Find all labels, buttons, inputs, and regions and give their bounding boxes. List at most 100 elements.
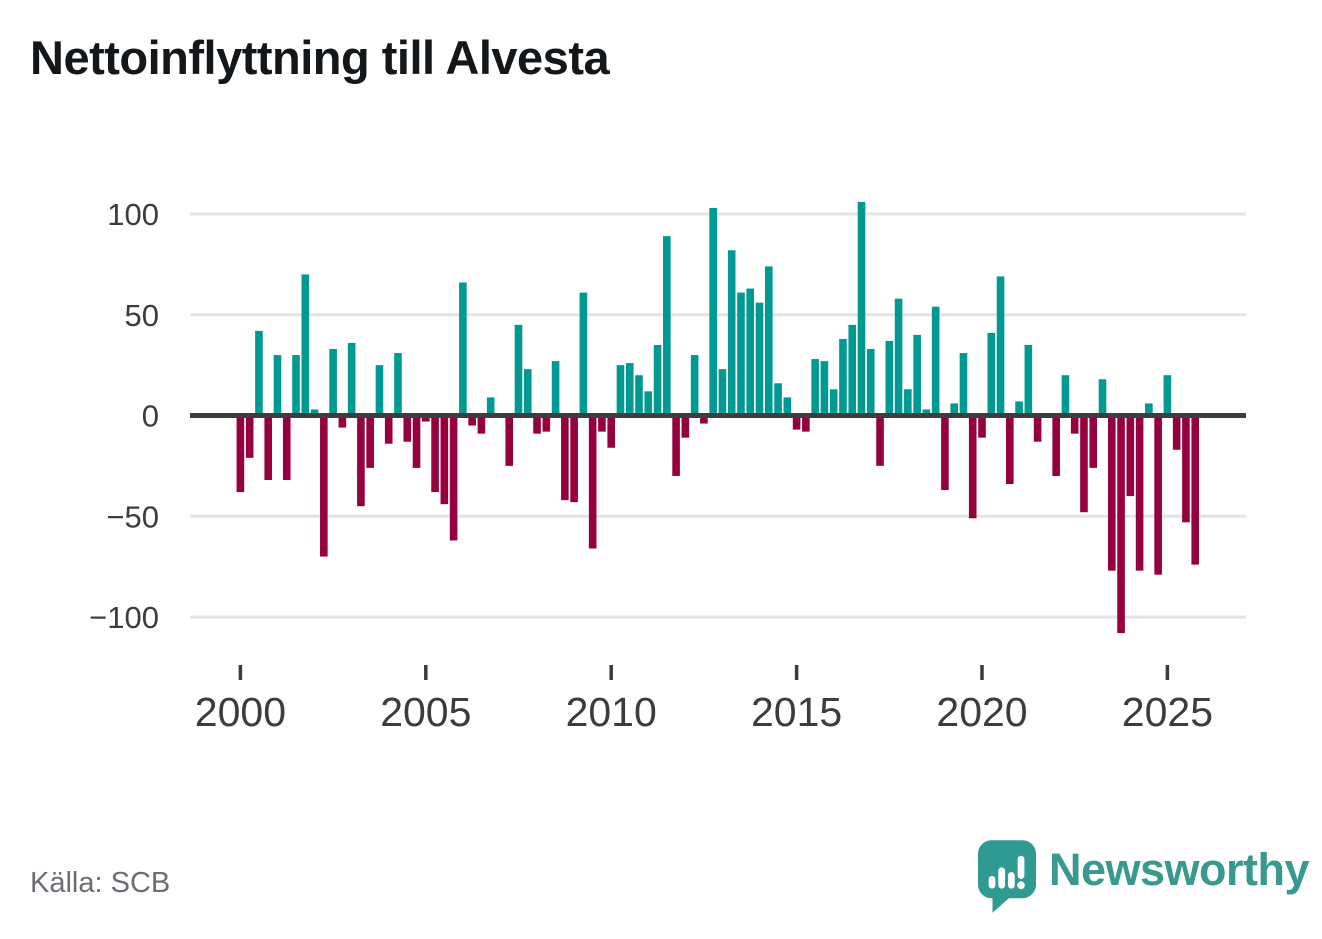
y-axis-label--50: −50 bbox=[106, 499, 159, 534]
bar-2001Q4 bbox=[301, 274, 310, 416]
bar-2010Q4 bbox=[635, 375, 643, 416]
bar-2004Q4 bbox=[412, 415, 421, 468]
bar-2006Q3 bbox=[477, 415, 486, 434]
source-note: Källa: SCB bbox=[30, 867, 171, 899]
bar-2003Q4 bbox=[375, 365, 384, 416]
bar-2021Q1 bbox=[1015, 401, 1023, 416]
bar-2001Q1 bbox=[273, 355, 282, 416]
bar-2020Q1 bbox=[978, 415, 986, 438]
bar-2001Q2 bbox=[282, 415, 291, 480]
y-axis-label-100: 100 bbox=[107, 197, 159, 232]
bar-2019Q2 bbox=[950, 403, 958, 416]
bar-2003Q2 bbox=[357, 415, 365, 507]
bar-2014Q2 bbox=[764, 266, 773, 416]
bar-2023Q3 bbox=[1107, 415, 1116, 571]
bar-2012Q4 bbox=[709, 207, 717, 416]
bar-2002Q4 bbox=[338, 415, 347, 428]
bar-2009Q4 bbox=[598, 415, 606, 432]
bar-2008Q3 bbox=[551, 361, 560, 416]
x-axis-label-2015: 2015 bbox=[751, 689, 842, 735]
bar-2007Q4 bbox=[523, 369, 532, 416]
bar-2018Q2 bbox=[913, 334, 921, 416]
bar-2007Q2 bbox=[505, 415, 514, 466]
bar-2017Q3 bbox=[885, 340, 894, 416]
newsworthy-logo[interactable]: Newsworthy bbox=[978, 840, 1310, 914]
bar-2025Q1 bbox=[1163, 375, 1172, 416]
bar-2003Q1 bbox=[347, 342, 356, 416]
bar-2008Q4 bbox=[561, 415, 569, 501]
bar-2008Q2 bbox=[542, 415, 551, 432]
bar-2005Q3 bbox=[440, 415, 449, 505]
bar-2025Q4 bbox=[1191, 415, 1200, 565]
bar-2010Q1 bbox=[607, 415, 615, 448]
bar-2013Q1 bbox=[718, 369, 727, 416]
bar-2015Q2 bbox=[802, 415, 810, 432]
bar-2018Q3 bbox=[922, 409, 931, 416]
bar-2006Q1 bbox=[459, 282, 467, 416]
bar-chart-icon bbox=[988, 855, 1025, 890]
bar-2023Q1 bbox=[1089, 415, 1098, 468]
bar-2000Q4 bbox=[264, 415, 273, 480]
x-axis-label-2005: 2005 bbox=[380, 689, 471, 735]
bar-2016Q2 bbox=[839, 338, 847, 416]
y-axis-label--100: −100 bbox=[89, 600, 159, 635]
bar-2000Q2 bbox=[245, 415, 254, 458]
bar-2022Q1 bbox=[1052, 415, 1060, 476]
bar-2001Q3 bbox=[292, 355, 300, 416]
bar-2013Q2 bbox=[727, 250, 736, 416]
bar-2003Q3 bbox=[366, 415, 374, 468]
bar-2024Q1 bbox=[1126, 415, 1135, 497]
bar-2005Q4 bbox=[449, 415, 458, 541]
bar-2009Q2 bbox=[579, 292, 588, 416]
y-axis-label-0: 0 bbox=[142, 399, 159, 434]
bar-2011Q1 bbox=[644, 391, 653, 416]
bar-2021Q3 bbox=[1033, 415, 1042, 442]
bar-2011Q2 bbox=[653, 344, 662, 416]
bar-2024Q4 bbox=[1154, 415, 1162, 575]
bar-2024Q3 bbox=[1145, 403, 1153, 416]
bar-2012Q3 bbox=[700, 415, 708, 424]
bar-2020Q3 bbox=[996, 276, 1005, 416]
bar-2020Q4 bbox=[1006, 415, 1014, 485]
bar-2002Q1 bbox=[310, 409, 319, 416]
bar-2019Q1 bbox=[941, 415, 949, 491]
bar-2005Q2 bbox=[431, 415, 439, 493]
bar-2002Q2 bbox=[320, 415, 328, 557]
bar-2017Q1 bbox=[866, 349, 875, 416]
bar-2022Q4 bbox=[1080, 415, 1088, 513]
bar-2012Q1 bbox=[681, 415, 690, 438]
speech-bubble-shape bbox=[978, 840, 1036, 913]
bar-2023Q2 bbox=[1098, 379, 1107, 416]
bar-2019Q4 bbox=[968, 415, 977, 519]
bar-2004Q1 bbox=[384, 415, 393, 444]
bar-2004Q2 bbox=[394, 353, 402, 416]
bar-2018Q1 bbox=[904, 389, 912, 416]
bar-2013Q4 bbox=[746, 288, 755, 416]
x-axis-label-2025: 2025 bbox=[1122, 689, 1213, 735]
bar-2024Q2 bbox=[1135, 415, 1144, 571]
newsworthy-bubble-icon bbox=[978, 840, 1036, 913]
zero-axis-line bbox=[190, 413, 1246, 418]
newsworthy-wordmark: Newsworthy bbox=[1049, 844, 1310, 895]
bar-2002Q3 bbox=[329, 349, 337, 416]
x-axis-label-2020: 2020 bbox=[936, 689, 1027, 735]
bar-2014Q1 bbox=[755, 302, 764, 416]
bar-2009Q1 bbox=[570, 415, 578, 503]
bar-2004Q3 bbox=[403, 415, 412, 442]
bar-2005Q1 bbox=[422, 415, 430, 422]
bar-2022Q2 bbox=[1061, 375, 1070, 416]
bar-2010Q2 bbox=[616, 365, 625, 416]
bar-2016Q1 bbox=[829, 389, 838, 416]
bar-2010Q3 bbox=[625, 363, 634, 416]
x-axis-label-2000: 2000 bbox=[195, 689, 286, 735]
bar-2011Q3 bbox=[663, 236, 671, 416]
bar-2014Q4 bbox=[783, 397, 792, 416]
bar-2015Q4 bbox=[820, 361, 829, 416]
bar-2008Q1 bbox=[533, 415, 541, 434]
bar-2016Q4 bbox=[857, 201, 866, 416]
bar-2013Q3 bbox=[737, 292, 745, 416]
bar-2020Q2 bbox=[987, 332, 996, 416]
bar-2023Q4 bbox=[1117, 415, 1125, 634]
